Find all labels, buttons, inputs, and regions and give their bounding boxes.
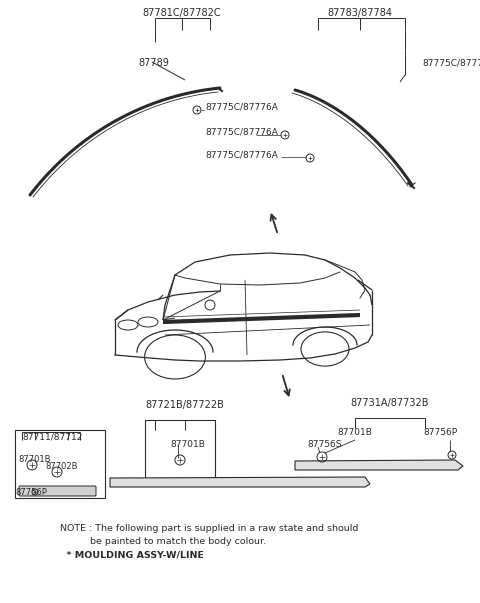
Text: 87711/87712: 87711/87712	[22, 432, 83, 441]
Text: 87775C/87776A: 87775C/87776A	[422, 58, 480, 67]
Text: 87781C/87782C: 87781C/87782C	[143, 8, 221, 18]
Text: 87756P: 87756P	[423, 428, 457, 437]
Text: 87775C/87776A: 87775C/87776A	[205, 103, 278, 112]
Text: 87783/87784: 87783/87784	[327, 8, 393, 18]
Text: 87789: 87789	[138, 58, 169, 68]
Text: 87701B: 87701B	[337, 428, 372, 437]
Text: 87702B: 87702B	[45, 462, 77, 471]
Polygon shape	[295, 460, 463, 470]
Bar	[145, 420, 215, 482]
Text: 87701B: 87701B	[18, 455, 50, 464]
FancyBboxPatch shape	[19, 486, 96, 496]
Text: 87731A/87732B: 87731A/87732B	[351, 398, 429, 408]
Text: NOTE : The following part is supplied in a raw state and should: NOTE : The following part is supplied in…	[60, 524, 359, 533]
Text: 87756P: 87756P	[15, 488, 47, 497]
Polygon shape	[110, 477, 370, 487]
Text: 87701B: 87701B	[170, 440, 205, 449]
Text: * MOULDING ASSY-W/LINE: * MOULDING ASSY-W/LINE	[60, 550, 204, 559]
Text: 87756S: 87756S	[307, 440, 341, 449]
Bar	[15, 430, 105, 498]
Text: 87775C/87776A: 87775C/87776A	[205, 151, 278, 160]
Text: 87721B/87722B: 87721B/87722B	[145, 400, 225, 410]
Text: be painted to match the body colour.: be painted to match the body colour.	[60, 537, 266, 546]
Text: 87775C/87776A: 87775C/87776A	[205, 127, 278, 136]
